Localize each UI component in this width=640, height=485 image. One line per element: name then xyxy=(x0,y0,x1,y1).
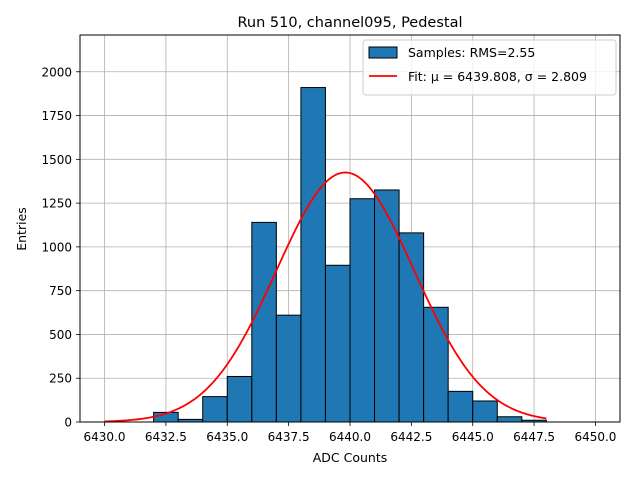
legend-fit-label: Fit: μ = 6439.808, σ = 2.809 xyxy=(408,69,587,84)
y-tick-label: 0 xyxy=(64,416,72,430)
y-tick-label: 1250 xyxy=(41,197,72,211)
x-tick-label: 6430.0 xyxy=(84,430,126,444)
fit-curve xyxy=(104,171,547,423)
x-tick-label: 6437.5 xyxy=(268,430,310,444)
y-tick-label: 2000 xyxy=(41,65,72,79)
y-tick-label: 1500 xyxy=(41,153,72,167)
histogram-bar xyxy=(226,375,253,423)
histogram-bar xyxy=(423,306,449,423)
histogram-bar xyxy=(349,198,376,423)
legend-samples-label: Samples: RMS=2.55 xyxy=(408,45,535,60)
x-tick-label: 6447.5 xyxy=(513,430,555,444)
x-tick-label: 6442.5 xyxy=(390,430,432,444)
x-axis-label: ADC Counts xyxy=(313,450,388,465)
histogram-bar xyxy=(275,314,302,423)
x-tick-label: 6435.0 xyxy=(206,430,248,444)
y-tick-label: 500 xyxy=(49,328,72,342)
legend: Samples: RMS=2.55 Fit: μ = 6439.808, σ =… xyxy=(362,39,617,96)
histogram-bar xyxy=(447,390,474,423)
chart-title: Run 510, channel095, Pedestal xyxy=(237,15,462,31)
x-tick-label: 6432.5 xyxy=(145,430,187,444)
legend-frame xyxy=(362,39,617,96)
x-tick-label: 6440.0 xyxy=(329,430,371,444)
histogram-bar xyxy=(374,189,400,423)
histogram-bar xyxy=(300,87,326,423)
y-tick-label: 250 xyxy=(49,372,72,386)
y-axis-label: Entries xyxy=(14,207,29,251)
legend-samples-swatch xyxy=(368,46,398,59)
histogram-bar xyxy=(202,396,228,423)
x-tick-label: 6450.0 xyxy=(574,430,616,444)
histogram-bar xyxy=(251,221,277,423)
histogram-bar xyxy=(324,264,351,423)
histogram-bar xyxy=(398,232,425,423)
histogram-bar xyxy=(472,400,498,423)
axis-ticks: 6430.0 6432.5 6435.0 6437.5 6440.0 6442.5 6445… xyxy=(41,65,616,444)
y-tick-label: 1000 xyxy=(41,240,72,254)
histogram-bar xyxy=(496,416,523,423)
y-tick-label: 750 xyxy=(49,284,72,298)
y-tick-label: 1750 xyxy=(41,109,72,123)
fit-curve-layer xyxy=(104,171,547,423)
x-tick-label: 6445.0 xyxy=(452,430,494,444)
